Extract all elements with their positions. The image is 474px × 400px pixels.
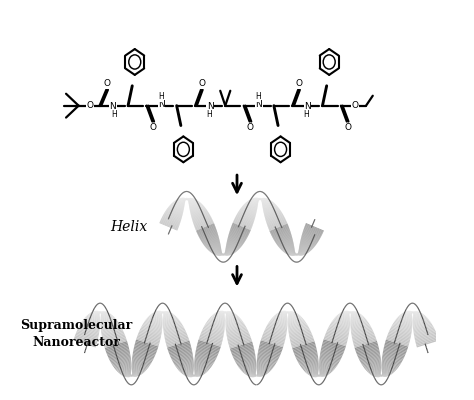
Text: O: O (352, 101, 359, 110)
Text: N: N (207, 102, 214, 111)
Text: O: O (150, 123, 157, 132)
Text: N: N (158, 100, 165, 109)
Text: H: H (304, 110, 310, 119)
Text: O: O (247, 123, 254, 132)
Text: O: O (295, 79, 302, 88)
Text: Helix: Helix (110, 220, 147, 234)
Text: H: H (111, 110, 117, 119)
Text: N: N (255, 100, 262, 109)
Text: O: O (104, 79, 110, 88)
Text: N: N (304, 102, 311, 111)
Text: O: O (87, 101, 94, 110)
Text: H: H (207, 110, 212, 119)
Text: H: H (158, 92, 164, 101)
Text: O: O (198, 79, 205, 88)
Text: O: O (344, 123, 351, 132)
Text: N: N (109, 102, 116, 111)
Text: O: O (104, 79, 110, 88)
Text: H: H (255, 92, 261, 101)
Text: Supramolecular
Nanoreactor: Supramolecular Nanoreactor (20, 319, 132, 349)
